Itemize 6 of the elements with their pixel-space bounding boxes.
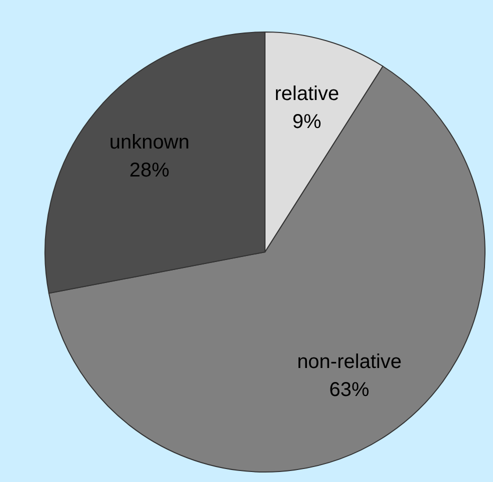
slice-label: relative xyxy=(274,82,340,105)
slice-label: unknown xyxy=(109,131,190,154)
data-label: 9% xyxy=(292,110,322,133)
slice-label: non-relative xyxy=(297,351,402,374)
data-label: 63% xyxy=(329,379,370,402)
data-label: 28% xyxy=(129,159,170,182)
